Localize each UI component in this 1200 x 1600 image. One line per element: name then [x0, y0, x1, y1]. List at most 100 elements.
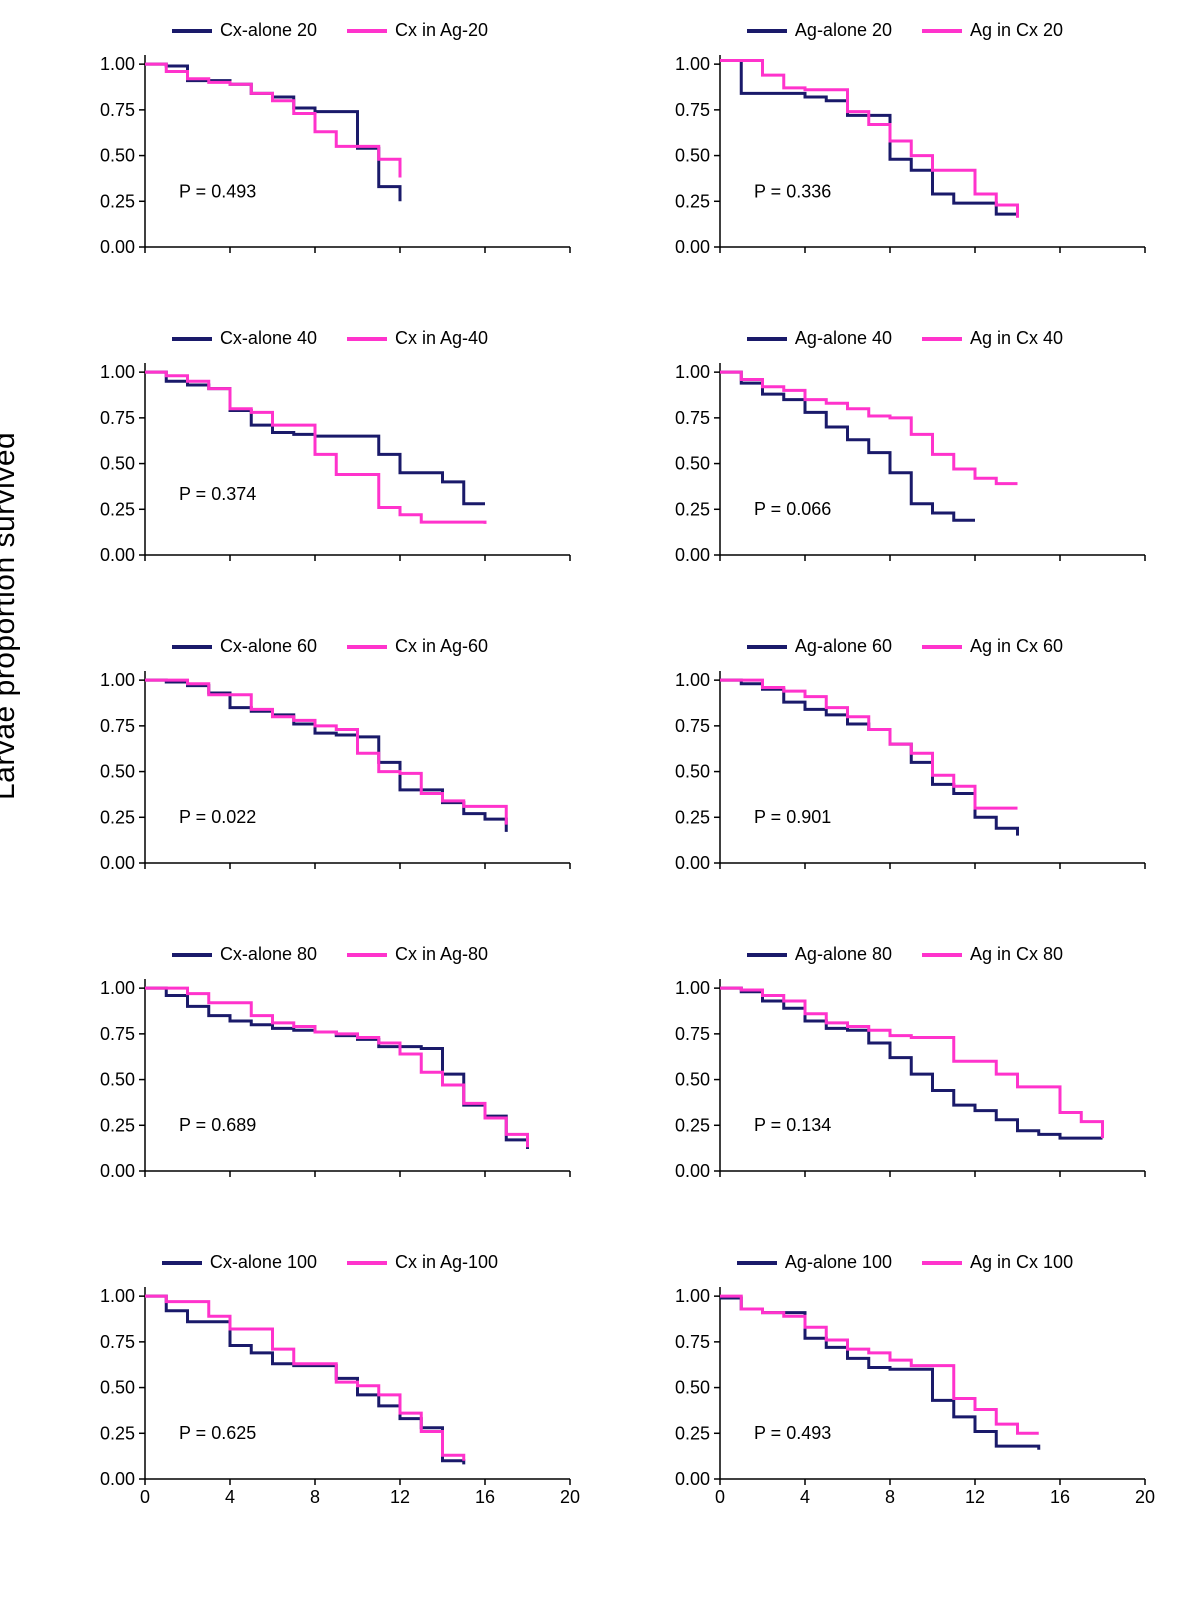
x-tick-label: 16: [1050, 1487, 1070, 1507]
legend-item: Ag-alone 40: [747, 328, 892, 349]
y-tick-label: 0.75: [675, 408, 710, 428]
y-tick-label: 0.50: [100, 454, 135, 474]
legend-item: Ag-alone 60: [747, 636, 892, 657]
x-tick-label: 4: [800, 1487, 810, 1507]
legend: Cx-alone 100Cx in Ag-100: [80, 1252, 580, 1273]
plot-area: 0.000.250.500.751.00048121620P = 0.493: [655, 1279, 1155, 1509]
legend: Cx-alone 20Cx in Ag-20: [80, 20, 580, 41]
legend-swatch: [922, 337, 962, 341]
legend-swatch: [347, 645, 387, 649]
plot-bg: [655, 47, 1155, 277]
y-tick-label: 0.50: [675, 762, 710, 782]
legend-item: Cx-alone 40: [172, 328, 317, 349]
chart-panel: Cx-alone 80Cx in Ag-800.000.250.500.751.…: [80, 944, 580, 1224]
panel-grid: Cx-alone 20Cx in Ag-20 0.00 0.25 0.50 0.75 1.…: [80, 20, 1180, 1532]
y-tick-label: 0.25: [675, 1423, 710, 1443]
chart-panel: Ag-alone 40Ag in Cx 400.000.250.500.751.…: [655, 328, 1155, 608]
y-tick-label: 0.75: [100, 408, 135, 428]
legend-swatch: [922, 29, 962, 33]
p-value-label: P = 0.493: [754, 1423, 831, 1443]
legend-item: Cx in Ag-80: [347, 944, 488, 965]
legend-item: Ag in Cx 20: [922, 20, 1063, 41]
plot-bg: [655, 1279, 1155, 1509]
chart-panel: Cx-alone 60Cx in Ag-600.000.250.500.751.…: [80, 636, 580, 916]
legend-label: Cx in Ag-80: [395, 944, 488, 965]
y-tick-label: 0.25: [100, 1423, 135, 1443]
y-tick-label: 0.25: [675, 807, 710, 827]
y-tick-label: 0.50: [100, 1378, 135, 1398]
legend-item: Cx-alone 80: [172, 944, 317, 965]
y-tick-label: 0.25: [100, 191, 135, 211]
legend-item: Ag in Cx 60: [922, 636, 1063, 657]
legend-swatch: [747, 645, 787, 649]
p-value-label: P = 0.336: [754, 182, 831, 202]
legend-label: Cx-alone 60: [220, 636, 317, 657]
chart-panel: Ag-alone 20Ag in Cx 200.000.250.500.751.…: [655, 20, 1155, 300]
y-tick-label: 0.25: [675, 191, 710, 211]
legend-swatch: [172, 337, 212, 341]
legend-label: Ag-alone 20: [795, 20, 892, 41]
p-value-label: P = 0.022: [179, 807, 256, 827]
y-tick-label: 0.75: [100, 1024, 135, 1044]
legend-label: Ag in Cx 40: [970, 328, 1063, 349]
legend-swatch: [747, 337, 787, 341]
legend-item: Ag-alone 20: [747, 20, 892, 41]
y-tick-label: 0.00: [100, 237, 135, 257]
legend: Ag-alone 20 Ag in Cx 20: [655, 20, 1155, 41]
legend-swatch: [347, 337, 387, 341]
plot-bg: [655, 663, 1155, 893]
y-tick-label: 0.75: [675, 100, 710, 120]
legend-swatch: [172, 29, 212, 33]
y-tick-label: 0.50: [675, 1070, 710, 1090]
x-tick-label: 16: [475, 1487, 495, 1507]
legend-swatch: [922, 645, 962, 649]
y-tick-label: 0.00: [675, 545, 710, 565]
y-tick-label: 0.00: [100, 1161, 135, 1181]
legend-swatch: [172, 953, 212, 957]
y-tick-label: 0.00: [100, 1469, 135, 1489]
plot-bg: [655, 971, 1155, 1201]
legend-label: Ag-alone 60: [795, 636, 892, 657]
legend-label: Cx in Ag-60: [395, 636, 488, 657]
y-tick-label: 0.50: [100, 146, 135, 166]
legend-item: Ag-alone 80: [747, 944, 892, 965]
y-tick-label: 0.00: [675, 1161, 710, 1181]
y-tick-label: 0.50: [100, 1070, 135, 1090]
y-tick-label: 0.25: [100, 1115, 135, 1135]
legend-label: Ag in Cx 20: [970, 20, 1063, 41]
legend-label: Cx-alone 80: [220, 944, 317, 965]
legend: Ag-alone 100Ag in Cx 100: [655, 1252, 1155, 1273]
legend-item: Ag in Cx 80: [922, 944, 1063, 965]
legend-label: Cx-alone 20: [220, 20, 317, 41]
x-tick-label: 12: [965, 1487, 985, 1507]
legend: Ag-alone 60 Ag in Cx 60: [655, 636, 1155, 657]
legend: Cx-alone 40Cx in Ag-40: [80, 328, 580, 349]
legend: Cx-alone 80 Cx in Ag-80: [80, 944, 580, 965]
y-tick-label: 0.00: [100, 545, 135, 565]
legend: Ag-alone 40 Ag in Cx 40: [655, 328, 1155, 349]
legend-swatch: [347, 29, 387, 33]
legend-swatch: [737, 1261, 777, 1265]
p-value-label: P = 0.374: [179, 484, 256, 504]
legend-swatch: [347, 953, 387, 957]
y-tick-label: 0.75: [675, 1024, 710, 1044]
plot-bg: [80, 47, 580, 277]
y-tick-label: 0.50: [675, 1378, 710, 1398]
y-tick-label: 1.00: [100, 362, 135, 382]
chart-panel: Ag-alone 60Ag in Cx 600.000.250.500.751.…: [655, 636, 1155, 916]
y-axis-title: Larvae proportion survived: [0, 432, 22, 800]
y-tick-label: 0.50: [675, 146, 710, 166]
legend-item: Cx in Ag-60: [347, 636, 488, 657]
plot-bg: [80, 1279, 580, 1509]
plot-area: 0.000.250.500.751.00P = 0.493: [80, 47, 580, 277]
legend-swatch: [922, 1261, 962, 1265]
y-tick-label: 0.75: [100, 716, 135, 736]
plot-area: 0.000.250.500.751.00048121620P = 0.625: [80, 1279, 580, 1509]
legend-item: Ag in Cx 40: [922, 328, 1063, 349]
plot-area: 0.000.250.500.751.00P = 0.901: [655, 663, 1155, 893]
plot-bg: [80, 971, 580, 1201]
p-value-label: P = 0.901: [754, 807, 831, 827]
x-tick-label: 20: [1135, 1487, 1155, 1507]
plot-bg: [80, 355, 580, 585]
y-tick-label: 0.75: [675, 1332, 710, 1352]
